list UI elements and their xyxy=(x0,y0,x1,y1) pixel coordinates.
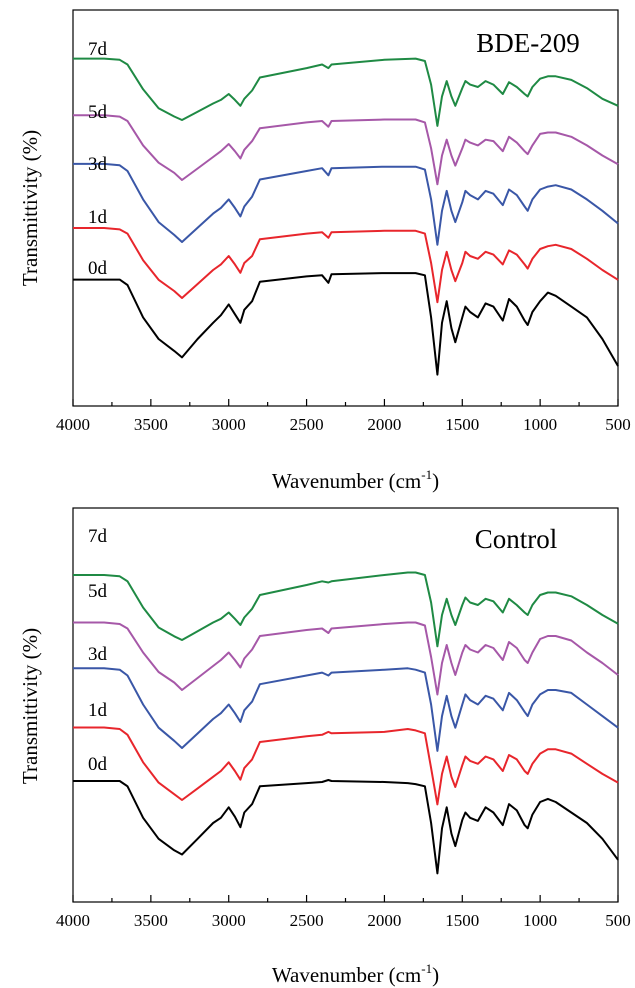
series-label-1d: 1d xyxy=(88,207,108,228)
x-axis-title: Wavenumber (cm-1) xyxy=(272,467,439,493)
x-tick-label: 3000 xyxy=(212,911,246,930)
x-tick-label: 4000 xyxy=(56,911,90,930)
series-label-3d: 3d xyxy=(88,154,108,175)
x-tick-label: 3500 xyxy=(134,415,168,434)
x-tick-label: 2000 xyxy=(367,911,401,930)
x-tick-label: 500 xyxy=(605,415,631,434)
panel-bde-209: 4000 3500 3000 2500 2000 1500 1000 500 Wavenumbe… xyxy=(18,9,631,493)
x-tick-label: 3500 xyxy=(134,911,168,930)
plot-frame xyxy=(72,9,619,407)
series-line-1d xyxy=(73,227,619,304)
x-tick-label: 1000 xyxy=(523,415,557,434)
x-tick-label: 2500 xyxy=(290,415,324,434)
series-line-0d xyxy=(73,272,619,376)
series-line-5d xyxy=(73,114,619,186)
series-label-7d: 7d xyxy=(88,526,108,547)
series-line-1d xyxy=(73,726,619,806)
x-tick-label: 1000 xyxy=(523,911,557,930)
series-label-1d: 1d xyxy=(88,700,108,721)
series-label-5d: 5d xyxy=(88,102,108,123)
series-line-7d xyxy=(73,57,619,127)
x-tick-label: 3000 xyxy=(212,415,246,434)
series-label-7d: 7d xyxy=(88,39,108,60)
x-tick-label: 1500 xyxy=(445,415,479,434)
series-label-5d: 5d xyxy=(88,581,108,602)
x-tick-label: 1500 xyxy=(445,911,479,930)
series-label-3d: 3d xyxy=(88,644,108,665)
x-tick-label: 2500 xyxy=(290,911,324,930)
series-label-0d: 0d xyxy=(88,754,108,775)
series-line-7d xyxy=(73,571,619,648)
series-line-3d xyxy=(73,162,619,246)
y-axis-title: Transmittivity (%) xyxy=(18,628,42,784)
series-line-5d xyxy=(73,621,619,696)
series-line-0d xyxy=(73,779,619,875)
x-tick-label: 4000 xyxy=(56,415,90,434)
x-tick-label: 500 xyxy=(605,911,631,930)
series-label-0d: 0d xyxy=(88,258,108,279)
y-axis-title: Transmittivity (%) xyxy=(18,130,42,286)
panel-control: 4000 3500 3000 2500 2000 1500 1000 500 Wavenumbe… xyxy=(18,507,631,987)
panel-title: Control xyxy=(475,524,558,554)
x-axis-title: Wavenumber (cm-1) xyxy=(272,961,439,987)
plot-frame xyxy=(72,507,619,903)
x-tick-label: 2000 xyxy=(367,415,401,434)
panel-title: BDE-209 xyxy=(476,28,580,58)
series-line-3d xyxy=(73,667,619,752)
